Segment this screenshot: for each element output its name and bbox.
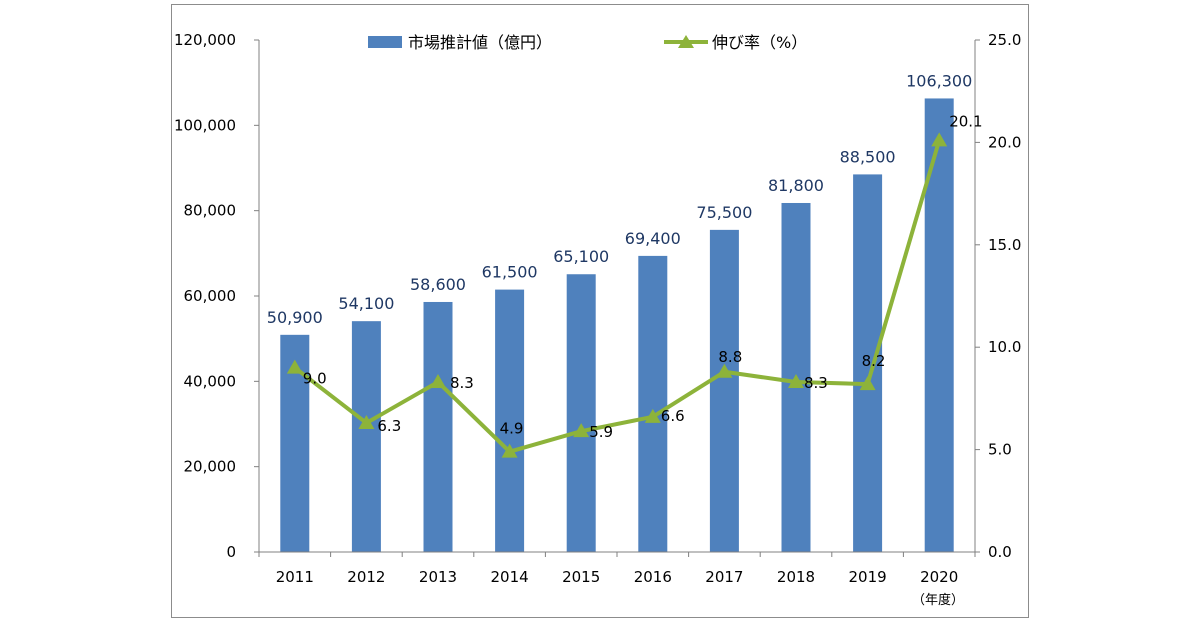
x-tick-label-2018: 2018 (777, 568, 815, 586)
growth-value-label-2018: 8.3 (804, 374, 828, 392)
bar-2012 (351, 321, 381, 552)
left-tick-label: 60,000 (184, 287, 237, 305)
growth-line-series (286, 132, 948, 458)
legend-triangle-marker (678, 35, 694, 48)
x-tick-label-2011: 2011 (276, 568, 314, 586)
bar-value-label-2015: 65,100 (553, 247, 609, 266)
bar-2013 (423, 301, 453, 552)
bar-value-label-2012: 54,100 (338, 294, 394, 313)
growth-value-label-2013: 8.3 (450, 374, 474, 392)
growth-marker-2013 (430, 374, 446, 389)
growth-line (293, 139, 942, 454)
bar-series (280, 98, 954, 553)
bar-value-label-2019: 88,500 (840, 147, 896, 166)
growth-marker-2018 (788, 374, 804, 389)
legend-bar-label: 市場推計値（億円） (408, 33, 552, 52)
left-tick-label: 40,000 (184, 372, 237, 390)
growth-value-label-2020: 20.1 (949, 112, 982, 130)
growth-value-label-2014: 4.9 (500, 420, 524, 438)
growth-value-label-2016: 6.6 (661, 407, 685, 425)
growth-marker-2017 (716, 363, 733, 378)
growth-marker-2016 (644, 408, 661, 423)
bar-value-label-2020: 106,300 (906, 71, 972, 90)
bar-2019 (853, 174, 883, 552)
left-tick-label: 0 (226, 543, 236, 561)
legend-bar-swatch (368, 36, 402, 48)
bar-value-label-2016: 69,400 (625, 229, 681, 248)
chart-frame (171, 4, 1029, 618)
legend: 市場推計値（億円） 伸び率（%） (368, 33, 807, 52)
growth-value-label-2015: 5.9 (589, 423, 613, 441)
right-tick-label: 20.0 (988, 133, 1021, 151)
bar-2014 (495, 289, 525, 552)
growth-marker-2020 (931, 132, 948, 147)
bar-value-label-2013: 58,600 (410, 275, 466, 294)
right-tick-label: 25.0 (988, 31, 1021, 49)
bar-value-label-2017: 75,500 (696, 203, 752, 222)
x-unit-label: （年度） (912, 592, 964, 608)
x-tick-label-2020: 2020 (920, 568, 958, 586)
left-tick-label: 80,000 (184, 202, 237, 220)
right-tick-label: 5.0 (988, 441, 1012, 459)
x-tick-label-2019: 2019 (849, 568, 887, 586)
x-tick-label-2016: 2016 (634, 568, 672, 586)
growth-value-label-2012: 6.3 (377, 417, 401, 435)
left-tick-label: 120,000 (174, 31, 236, 49)
axes: 0 20,000 40,000 60,000 80,000 100,000 120,000 0… (174, 31, 1021, 586)
growth-marker-2014 (501, 443, 518, 458)
growth-marker-2015 (573, 423, 590, 438)
x-tick-label-2014: 2014 (491, 568, 529, 586)
right-tick-label: 0.0 (988, 543, 1012, 561)
left-tick-label: 100,000 (174, 116, 236, 134)
x-tick-label-2017: 2017 (705, 568, 743, 586)
x-tick-label-2012: 2012 (347, 568, 385, 586)
bar-value-label-2011: 50,900 (267, 308, 323, 327)
right-tick-label: 10.0 (988, 338, 1021, 356)
x-tick-label-2015: 2015 (562, 568, 600, 586)
data-labels: 50,900 54,100 58,600 61,500 65,100 69,400 75,5… (267, 71, 983, 441)
legend-line-label: 伸び率（%） (712, 33, 807, 52)
growth-value-label-2019: 8.2 (862, 352, 886, 370)
bar-2020 (924, 98, 954, 552)
right-tick-label: 15.0 (988, 236, 1021, 254)
growth-value-label-2011: 9.0 (303, 370, 327, 388)
x-tick-label-2013: 2013 (419, 568, 457, 586)
bar-2016 (638, 255, 668, 553)
bar-value-label-2014: 61,500 (482, 263, 538, 282)
growth-marker-2019 (859, 376, 876, 391)
bar-2017 (709, 229, 739, 552)
growth-marker-2012 (358, 414, 375, 429)
growth-value-label-2017: 8.8 (718, 348, 742, 366)
bar-2015 (566, 274, 596, 552)
growth-marker-2011 (286, 359, 303, 374)
left-tick-label: 20,000 (184, 458, 237, 476)
bar-value-label-2018: 81,800 (768, 176, 824, 195)
